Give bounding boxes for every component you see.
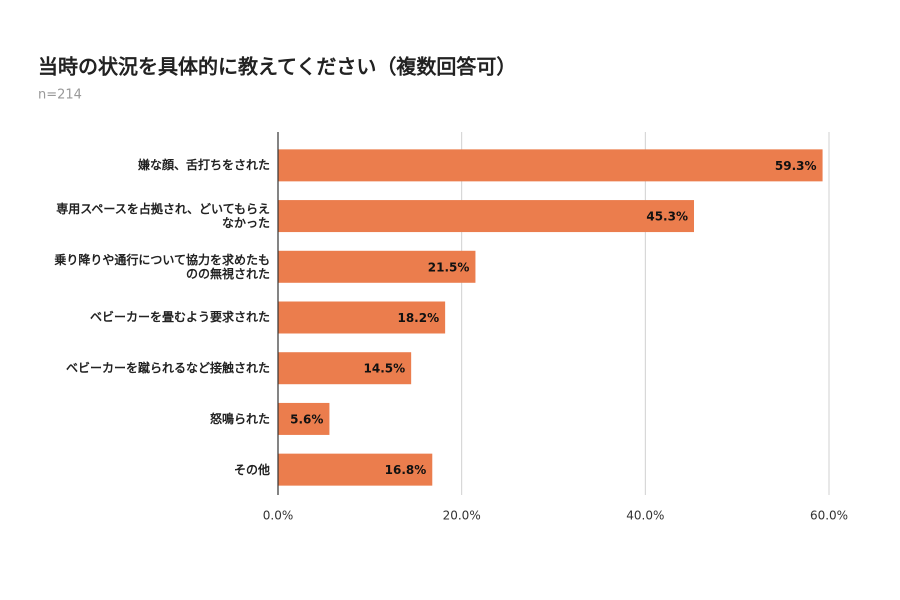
value-label: 16.8% bbox=[385, 463, 427, 477]
value-label: 5.6% bbox=[290, 412, 323, 426]
y-tick-label: 嫌な顔、舌打ちをされた bbox=[137, 158, 270, 173]
chart-subtitle: n=214 bbox=[38, 88, 82, 103]
bar bbox=[278, 352, 412, 385]
value-label: 45.3% bbox=[646, 210, 688, 224]
value-label: 59.3% bbox=[775, 159, 817, 173]
value-label: 18.2% bbox=[397, 311, 439, 325]
y-tick-label: ベビーカーを蹴られるなど接触された bbox=[65, 361, 270, 376]
bar bbox=[278, 301, 446, 334]
y-tick-label: 専用スペースを占拠され、どいてもらえなかった bbox=[56, 202, 270, 231]
y-tick-label: ベビーカーを畳むよう要求された bbox=[89, 310, 270, 325]
x-tick-label: 40.0% bbox=[626, 509, 664, 523]
chart-title: 当時の状況を具体的に教えてください（複数回答可） bbox=[38, 55, 516, 79]
y-tick-label: 乗り降りや通行について協力を求めたものの無視された bbox=[54, 252, 270, 281]
value-label: 14.5% bbox=[364, 362, 406, 376]
bar bbox=[278, 200, 695, 233]
y-tick-label: その他 bbox=[233, 462, 270, 477]
value-label: 21.5% bbox=[428, 260, 470, 274]
x-tick-label: 20.0% bbox=[443, 509, 481, 523]
bar bbox=[278, 149, 823, 182]
bar bbox=[278, 402, 330, 435]
y-tick-label: 怒鳴られた bbox=[209, 411, 270, 426]
bar bbox=[278, 453, 433, 486]
x-tick-label: 60.0% bbox=[810, 509, 848, 523]
bar bbox=[278, 250, 476, 283]
x-tick-label: 0.0% bbox=[263, 509, 294, 523]
